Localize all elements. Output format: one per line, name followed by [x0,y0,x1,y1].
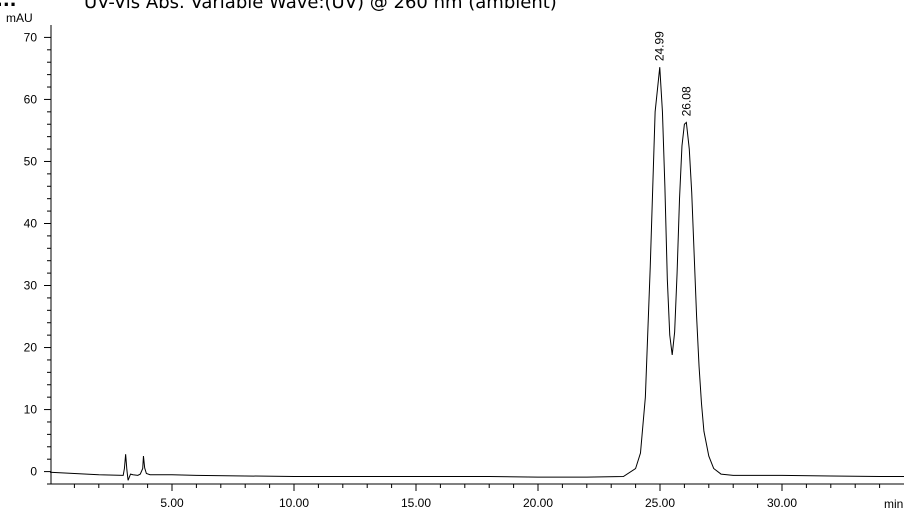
y-axis-ticks: 0 10 20 30 40 50 60 70 [24,30,51,485]
y-tick-label: 50 [24,154,38,168]
x-tick-label: 20.00 [523,496,553,510]
y-tick-label: 70 [24,30,38,44]
x-tick-label: 25.00 [645,496,675,510]
y-tick-label: 30 [24,279,38,293]
x-tick-label: 5.00 [160,496,184,510]
title-marker: ... [0,0,17,11]
chart-title: UV-Vis Abs. Variable Wave:(UV) @ 260 nm … [84,0,557,13]
x-tick-label: 10.00 [279,496,309,510]
y-tick-label: 10 [24,403,38,417]
x-tick-label: 30.00 [767,496,797,510]
y-tick-label: 40 [24,216,38,230]
peak-labels: 24.99 26.08 [653,31,694,117]
x-tick-label: 15.00 [401,496,431,510]
chromatogram-trace [49,67,904,481]
y-tick-label: 60 [24,92,38,106]
x-axis-ticks: 5.00 10.00 15.00 20.00 25.00 30.00 [73,484,881,510]
peak-label: 26.08 [679,86,693,116]
y-axis-unit: mAU [6,11,33,25]
x-axis-unit: min [884,497,903,510]
y-tick-label: 20 [24,341,38,355]
peak-label: 24.99 [653,31,667,61]
y-tick-label: 0 [30,465,37,479]
